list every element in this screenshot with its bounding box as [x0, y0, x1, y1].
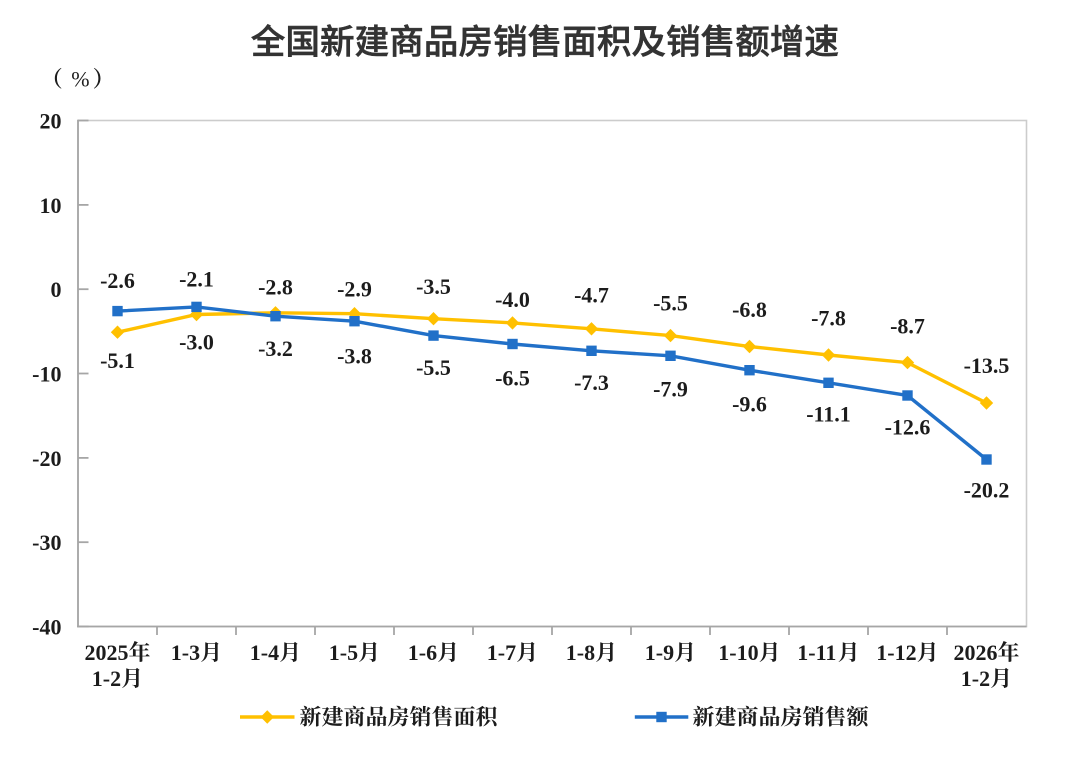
svg-text:1-2: 1-2 [92, 666, 121, 691]
svg-text:1-6: 1-6 [408, 640, 437, 665]
svg-text:-10: -10 [32, 362, 61, 387]
svg-text:-40: -40 [32, 615, 61, 640]
svg-text:2025: 2025 [85, 640, 129, 665]
svg-text:-7.9: -7.9 [653, 377, 688, 402]
svg-text:1-2: 1-2 [961, 666, 990, 691]
svg-text:1-11: 1-11 [797, 640, 836, 665]
svg-text:-12.6: -12.6 [885, 415, 931, 440]
svg-text:-3.8: -3.8 [337, 344, 372, 369]
svg-text:-5.1: -5.1 [100, 348, 135, 373]
svg-text:-5.5: -5.5 [416, 355, 451, 380]
svg-text:-6.8: -6.8 [732, 297, 767, 322]
svg-text:1-4: 1-4 [250, 640, 279, 665]
svg-text:-13.5: -13.5 [964, 353, 1010, 378]
svg-text:1-9: 1-9 [645, 640, 674, 665]
svg-text:-3.5: -3.5 [416, 274, 451, 299]
svg-text:-8.7: -8.7 [890, 314, 925, 339]
svg-text:-20: -20 [32, 446, 61, 471]
svg-text:-4.0: -4.0 [495, 287, 530, 312]
svg-text:-20.2: -20.2 [964, 477, 1010, 502]
svg-text:%: % [71, 66, 89, 91]
svg-text:-3.0: -3.0 [179, 330, 214, 355]
svg-text:-3.2: -3.2 [258, 336, 293, 361]
svg-text:-2.9: -2.9 [337, 277, 372, 302]
svg-text:0: 0 [51, 277, 62, 302]
svg-text:-9.6: -9.6 [732, 392, 767, 417]
svg-text:1-3: 1-3 [171, 640, 200, 665]
svg-text:20: 20 [40, 109, 62, 134]
svg-text:-7.3: -7.3 [574, 370, 609, 395]
svg-text:1-7: 1-7 [487, 640, 516, 665]
svg-text:-4.7: -4.7 [574, 283, 609, 308]
svg-text:1-12: 1-12 [876, 640, 916, 665]
svg-text:-2.1: -2.1 [179, 267, 214, 292]
svg-text:-2.8: -2.8 [258, 274, 293, 299]
svg-text:-11.1: -11.1 [806, 402, 851, 427]
svg-text:-30: -30 [32, 530, 61, 555]
svg-text:1-10: 1-10 [718, 640, 758, 665]
svg-text:1-5: 1-5 [329, 640, 358, 665]
svg-text:-2.6: -2.6 [100, 268, 135, 293]
svg-text:-7.8: -7.8 [811, 306, 846, 331]
svg-text:1-8: 1-8 [566, 640, 595, 665]
svg-text:-5.5: -5.5 [653, 291, 688, 316]
svg-text:10: 10 [40, 193, 62, 218]
svg-text:2026: 2026 [954, 640, 998, 665]
svg-text:-6.5: -6.5 [495, 366, 530, 391]
